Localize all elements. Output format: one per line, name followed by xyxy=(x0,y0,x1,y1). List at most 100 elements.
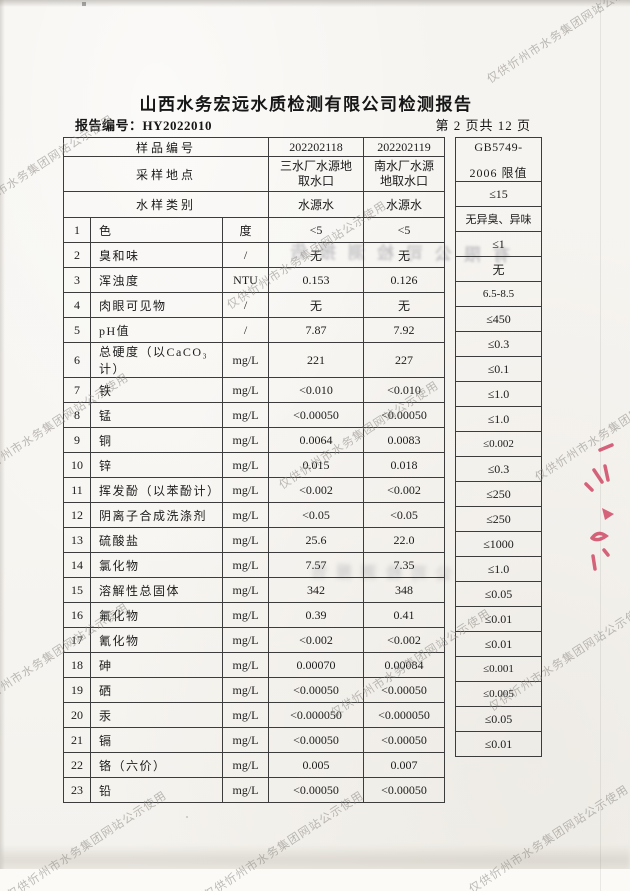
value-sample-2-cell: 0.00084 xyxy=(363,652,446,678)
row-number-cell: 10 xyxy=(63,452,91,478)
value-sample-1-cell: <0.002 xyxy=(268,627,365,653)
value-sample-2-cell: 0.126 xyxy=(363,267,446,293)
row-number-cell: 18 xyxy=(63,652,91,678)
unit-cell: / xyxy=(221,317,270,343)
limit-header-cell: GB5749- 2006 限值 xyxy=(455,137,542,182)
unit-cell: mg/L xyxy=(221,577,270,603)
sample-type-1-cell: 水源水 xyxy=(268,191,365,218)
value-sample-2-cell: <5 xyxy=(363,217,446,243)
row-number-cell: 13 xyxy=(63,527,91,553)
param-name-cell: 镉 xyxy=(90,727,223,753)
limit-value-cell: 无 xyxy=(455,256,542,282)
row-number-cell: 17 xyxy=(63,627,91,653)
row-number-cell: 1 xyxy=(63,217,91,243)
value-sample-2-cell: <0.00050 xyxy=(363,777,446,803)
limit-row: ≤0.1 xyxy=(455,356,542,382)
limit-row: 无异臭、异味 xyxy=(455,206,542,232)
limit-value-cell: ≤1.0 xyxy=(455,406,542,432)
unit-cell: mg/L xyxy=(221,627,270,653)
row-number-cell: 15 xyxy=(63,577,91,603)
value-sample-1-cell: <0.00050 xyxy=(268,677,365,703)
limit-value-cell: ≤0.05 xyxy=(455,581,542,607)
limit-row: ≤1000 xyxy=(455,531,542,557)
results-table: 样品编号 202202118 202202119 采样地点 三水厂水源地取水口 … xyxy=(62,137,446,803)
limit-value-cell: ≤0.005 xyxy=(455,681,542,707)
param-name-cell: 挥发酚（以苯酚计） xyxy=(90,477,223,503)
row-number-cell: 7 xyxy=(63,377,91,403)
limit-value-cell: ≤0.002 xyxy=(455,431,542,457)
limit-row: 6.5-8.5 xyxy=(455,281,542,307)
table-row: 5 pH值/7.87 7.92 xyxy=(63,317,446,343)
value-sample-1-cell: 342 xyxy=(268,577,365,603)
value-sample-1-cell: 0.153 xyxy=(268,267,365,293)
table-row: 10 锌 mg/L 0.015 0.018 xyxy=(63,452,446,478)
value-sample-1-cell: <5 xyxy=(268,217,365,243)
limit-row: ≤450 xyxy=(455,306,542,332)
scan-bottom-shadow xyxy=(0,845,630,872)
param-name-cell: 铜 xyxy=(90,427,223,453)
param-name-cell: 臭和味 xyxy=(90,242,223,268)
table-row: 21 镉 mg/L <0.00050 <0.00050 xyxy=(63,727,446,753)
limit-row: ≤15 xyxy=(455,181,542,207)
param-name-cell: 锰 xyxy=(90,402,223,428)
value-sample-1-cell: 0.39 xyxy=(268,602,365,628)
limit-standard-code: GB5749- xyxy=(474,140,523,154)
row-number-cell: 11 xyxy=(63,477,91,503)
row-number-cell: 9 xyxy=(63,427,91,453)
table-row: 22 铬（六价） mg/L 0.005 0.007 xyxy=(63,752,446,778)
limit-value-cell: ≤15 xyxy=(455,181,542,207)
param-name-cell: pH值 xyxy=(90,317,223,343)
param-name-cell: 阴离子合成洗涤剂 xyxy=(90,502,223,528)
value-sample-2-cell: 22.0 xyxy=(363,527,446,553)
limit-row: ≤0.01 xyxy=(455,631,542,657)
sample-number-2-cell: 202202119 xyxy=(363,137,446,157)
value-sample-1-cell: <0.010 xyxy=(268,377,365,403)
table-row: 17 氰化物 mg/L <0.002 <0.002 xyxy=(63,627,446,653)
param-name-cell: 氟化物 xyxy=(90,602,223,628)
table-row: 16 氟化物 mg/L 0.39 0.41 xyxy=(63,602,446,628)
value-sample-2-cell: 0.007 xyxy=(363,752,446,778)
value-sample-2-cell: <0.000050 xyxy=(363,702,446,728)
value-sample-2-cell: <0.002 xyxy=(363,627,446,653)
row-number-cell: 8 xyxy=(63,402,91,428)
red-pen-marks xyxy=(584,443,614,571)
scan-edge-top xyxy=(0,0,630,7)
param-name-cell: 氰化物 xyxy=(90,627,223,653)
report-title: 山西水务宏远水质检测有限公司检测报告 xyxy=(139,95,473,115)
limit-value-cell: ≤0.01 xyxy=(455,631,542,657)
limit-header-row: GB5749- 2006 限值 xyxy=(455,137,542,182)
unit-cell: mg/L xyxy=(221,777,270,803)
value-sample-1-cell: <0.000050 xyxy=(268,702,365,728)
table-row: 8 锰 mg/L <0.00050 <0.00050 xyxy=(63,402,446,428)
unit-cell: mg/L xyxy=(221,502,270,528)
value-sample-1-cell: 7.87 xyxy=(268,317,365,343)
param-name-cell: 砷 xyxy=(90,652,223,678)
value-sample-2-cell: 0.0083 xyxy=(363,427,446,453)
row-number-cell: 3 xyxy=(63,267,91,293)
table-row: 13 硫酸盐 mg/L 25.6 22.0 xyxy=(63,527,446,553)
param-name-cell: 溶解性总固体 xyxy=(90,577,223,603)
limit-row: ≤0.05 xyxy=(455,706,542,732)
limit-standard-label: 2006 限值 xyxy=(469,166,528,180)
table-row: 7 铁 mg/L <0.010 <0.010 xyxy=(63,377,446,403)
table-row: 19 硒 mg/L <0.00050 <0.00050 xyxy=(63,677,446,703)
limit-row: ≤250 xyxy=(455,481,542,507)
param-name-cell: 锌 xyxy=(90,452,223,478)
limit-value-cell: ≤0.01 xyxy=(455,731,542,757)
value-sample-1-cell: 无 xyxy=(268,242,365,268)
row-number-cell: 14 xyxy=(63,552,91,578)
value-sample-1-cell: 7.57 xyxy=(268,552,365,578)
table-row: 11 挥发酚（以苯酚计） mg/L <0.002 <0.002 xyxy=(63,477,446,503)
watermark-text: 仅供忻州市水务集团网站公示使用 xyxy=(485,0,630,86)
scan-bottom-paper xyxy=(0,869,630,891)
limit-value-cell: ≤0.01 xyxy=(455,606,542,632)
value-sample-2-cell: 7.92 xyxy=(363,317,446,343)
table-row: 14 氯化物 mg/L 7.57 7.35 xyxy=(63,552,446,578)
table-row: 6 总硬度（以CaCO₃计） mg/L 221 227 xyxy=(63,342,446,378)
value-sample-1-cell: <0.002 xyxy=(268,477,365,503)
page-indicator: 第 2 页共 12 页 xyxy=(435,118,531,133)
unit-cell: / xyxy=(221,292,270,318)
sampling-location-label-cell: 采样地点 xyxy=(62,156,270,192)
limit-value-cell: ≤0.001 xyxy=(455,656,542,682)
limit-value-cell: 6.5-8.5 xyxy=(455,281,542,307)
